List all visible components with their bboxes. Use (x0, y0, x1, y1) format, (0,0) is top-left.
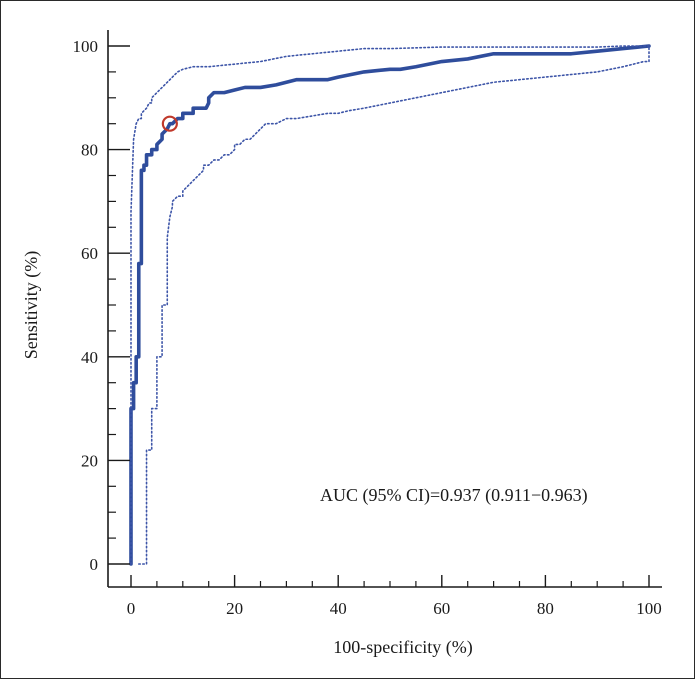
curves-layer (129, 44, 651, 566)
marks-layer (161, 115, 178, 132)
x-tick-label-0: 0 (127, 599, 136, 618)
x-tick-label-80: 80 (537, 599, 554, 618)
x-tick-label-60: 60 (433, 599, 450, 618)
ticks-layer: 0 20 40 60 80 100 0 20 40 60 80 100 (73, 37, 662, 618)
y-tick-label-20: 20 (81, 451, 98, 470)
y-tick-label-0: 0 (90, 555, 99, 574)
axes-layer (107, 30, 662, 588)
y-tick-label-100: 100 (73, 37, 99, 56)
optimal-cutoff-marker (161, 115, 178, 132)
y-tick-label-60: 60 (81, 244, 98, 263)
roc-curve-line (129, 44, 651, 566)
x-tick-label-100: 100 (636, 599, 662, 618)
y-tick-label-80: 80 (81, 141, 98, 160)
ci-upper-line (130, 45, 650, 565)
y-axis-title: Sensitivity (%) (21, 251, 42, 360)
y-tick-label-40: 40 (81, 348, 98, 367)
x-tick-label-20: 20 (226, 599, 243, 618)
x-tick-label-40: 40 (330, 599, 347, 618)
auc-annotation: AUC (95% CI)=0.937 (0.911−0.963) (320, 485, 588, 506)
ci-lower-line (137, 45, 650, 565)
x-axis-title: 100-specificity (%) (333, 637, 472, 658)
